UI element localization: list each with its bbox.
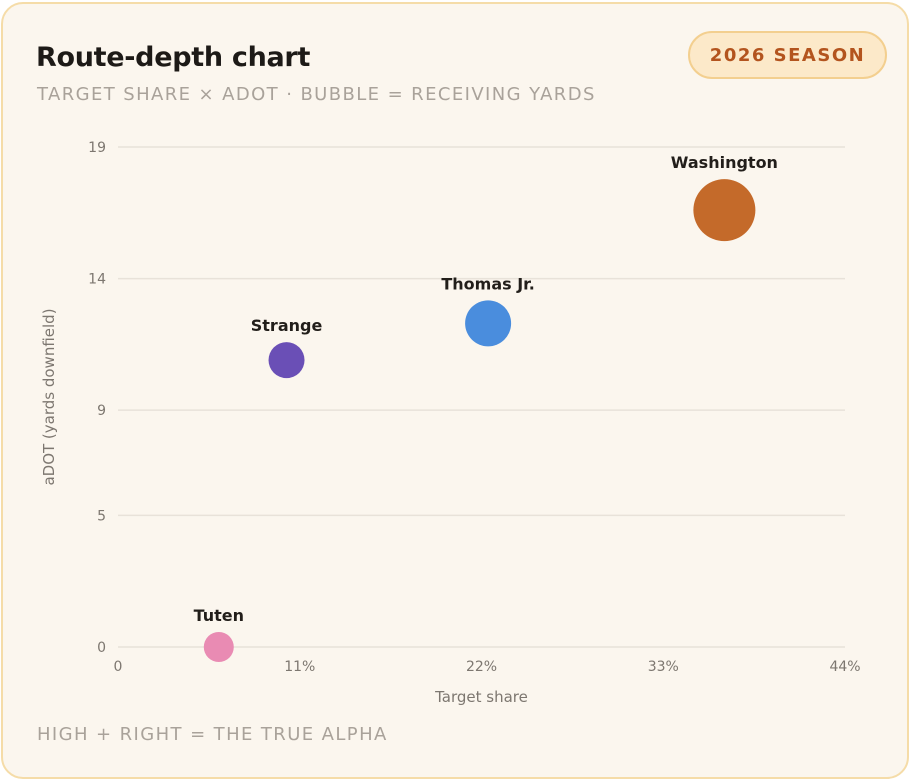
bubble-point	[693, 179, 756, 242]
point-label: Tuten	[194, 606, 244, 625]
x-tick-label: 22%	[466, 659, 497, 675]
x-tick-label: 0	[114, 659, 123, 675]
y-tick-label: 14	[88, 272, 106, 288]
x-axis-title: Target share	[434, 688, 528, 706]
footer-note: HIGH + RIGHT = THE TRUE ALPHA	[37, 724, 388, 745]
y-axis-title: aDOT (yards downfield)	[40, 308, 58, 485]
bubble-point	[268, 342, 305, 379]
x-tick-label: 11%	[284, 659, 315, 675]
x-tick-label: 33%	[648, 659, 679, 675]
y-tick-label: 19	[88, 140, 106, 156]
point-label: Thomas Jr.	[441, 274, 535, 293]
y-tick-label: 9	[97, 403, 106, 419]
chart-title: Route-depth chart	[36, 42, 311, 73]
chart-subtitle: TARGET SHARE × ADOT · BUBBLE = RECEIVING…	[37, 84, 596, 105]
y-tick-label: 5	[97, 508, 106, 524]
bubble-point	[465, 300, 512, 347]
x-tick-label: 44%	[829, 659, 860, 675]
season-badge: 2026 SEASON	[688, 31, 887, 79]
point-label: Strange	[251, 316, 323, 335]
bubble-point	[203, 632, 234, 662]
point-label: Washington	[671, 153, 778, 172]
y-tick-label: 0	[97, 640, 106, 656]
